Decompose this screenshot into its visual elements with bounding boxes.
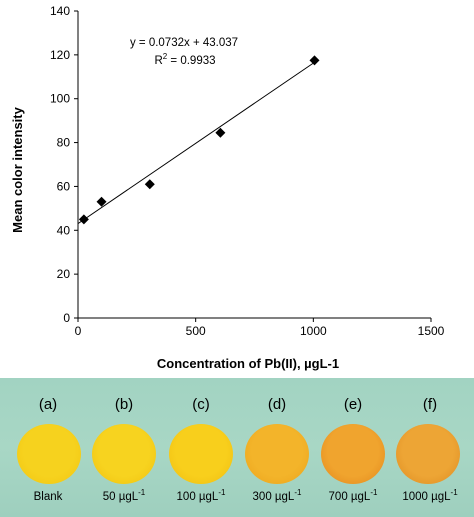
data-point bbox=[144, 179, 155, 190]
sample-label: 700 µgL-1 bbox=[313, 488, 393, 503]
sample-label: 1000 µgL-1 bbox=[390, 488, 470, 503]
data-point bbox=[309, 55, 320, 66]
sample-label-exponent: -1 bbox=[370, 488, 378, 497]
sample-label-text: 1000 µgL bbox=[402, 490, 451, 503]
sample-label: 50 µgL-1 bbox=[84, 488, 164, 503]
sample-letter: (d) bbox=[267, 396, 287, 413]
sample-c: (c) 100 µgL-1 bbox=[161, 378, 241, 517]
sample-a: (a) Blank bbox=[8, 378, 88, 517]
y-axis-ticks: 0 20 40 60 80 100 120 140 bbox=[50, 4, 78, 325]
r-squared-exponent: 2 bbox=[163, 52, 168, 61]
sample-label-exponent: -1 bbox=[138, 488, 146, 497]
sample-label-exponent: -1 bbox=[450, 488, 458, 497]
trendline bbox=[77, 62, 314, 225]
y-tick-label: 140 bbox=[50, 4, 70, 18]
sample-label-text: 50 µgL bbox=[102, 490, 139, 503]
y-tick-label: 20 bbox=[57, 267, 71, 281]
x-axis-title: Concentration of Pb(II), µgL-1 bbox=[157, 356, 339, 371]
y-tick-label: 120 bbox=[50, 48, 70, 62]
data-point bbox=[96, 196, 107, 207]
color-spot-e bbox=[321, 424, 385, 484]
x-tick-label: 1000 bbox=[300, 324, 327, 338]
sample-photo-panel: (a) Blank (b) 50 µgL-1 (c) 100 µgL-1 (d)… bbox=[0, 378, 474, 517]
sample-label-exponent: -1 bbox=[218, 488, 226, 497]
sample-label-exponent: -1 bbox=[294, 488, 302, 497]
r-squared-label: R2 = 0.9933 bbox=[154, 52, 215, 67]
y-tick-label: 60 bbox=[57, 179, 71, 193]
r-squared-value: = 0.9933 bbox=[167, 55, 215, 67]
color-spot-b bbox=[92, 424, 156, 484]
sample-letter: (a) bbox=[38, 396, 58, 413]
x-axis-ticks: 0 500 1000 1500 bbox=[75, 318, 445, 338]
sample-label-text: 700 µgL bbox=[328, 490, 371, 503]
trendline-equation: y = 0.0732x + 43.037 bbox=[130, 37, 238, 49]
calibration-chart: 0 20 40 60 80 100 120 140 0 500 1000 1500 y = 0.07… bbox=[10, 4, 445, 371]
sample-f: (f) 1000 µgL-1 bbox=[390, 378, 470, 517]
color-spot-a bbox=[17, 424, 81, 484]
sample-label: 100 µgL-1 bbox=[161, 488, 241, 503]
y-tick-label: 80 bbox=[57, 136, 71, 150]
sample-label-text: Blank bbox=[33, 490, 63, 503]
sample-letter: (c) bbox=[192, 396, 210, 413]
sample-d: (d) 300 µgL-1 bbox=[237, 378, 317, 517]
r-squared-symbol: R bbox=[154, 55, 162, 67]
x-tick-label: 500 bbox=[186, 324, 206, 338]
sample-label: 300 µgL-1 bbox=[237, 488, 317, 503]
y-tick-label: 40 bbox=[57, 223, 71, 237]
sample-label-text: 300 µgL bbox=[252, 490, 295, 503]
sample-letter: (e) bbox=[343, 396, 363, 413]
color-spot-c bbox=[169, 424, 233, 484]
sample-e: (e) 700 µgL-1 bbox=[313, 378, 393, 517]
sample-b: (b) 50 µgL-1 bbox=[84, 378, 164, 517]
data-points bbox=[78, 55, 320, 225]
data-point bbox=[215, 127, 226, 138]
sample-label: Blank bbox=[8, 488, 88, 503]
y-tick-label: 100 bbox=[50, 92, 70, 106]
y-tick-label: 0 bbox=[63, 311, 70, 325]
data-point bbox=[78, 214, 89, 225]
sample-letter: (b) bbox=[114, 396, 134, 413]
x-tick-label: 0 bbox=[75, 324, 82, 338]
x-tick-label: 1500 bbox=[418, 324, 445, 338]
color-spot-f bbox=[396, 424, 460, 484]
color-spot-d bbox=[245, 424, 309, 484]
sample-letter: (f) bbox=[422, 396, 438, 413]
sample-label-text: 100 µgL bbox=[176, 490, 219, 503]
y-axis-title: Mean color intensity bbox=[10, 106, 25, 232]
